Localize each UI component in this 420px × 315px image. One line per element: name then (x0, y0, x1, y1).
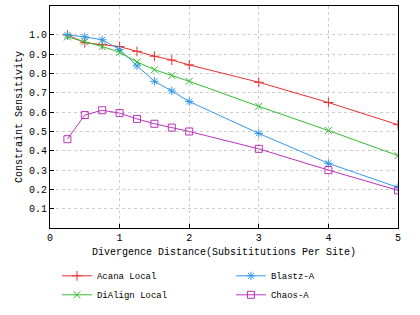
svg-text:Acana Local: Acana Local (97, 272, 156, 282)
svg-text:0: 0 (47, 233, 53, 244)
svg-text:0.5: 0.5 (29, 127, 47, 138)
svg-text:Blastz-A: Blastz-A (271, 272, 315, 282)
svg-text:0.8: 0.8 (29, 69, 47, 80)
svg-text:1.0: 1.0 (29, 30, 47, 41)
svg-text:0.6: 0.6 (29, 108, 47, 119)
svg-text:DiAlign Local: DiAlign Local (97, 291, 167, 301)
svg-text:0.7: 0.7 (29, 88, 47, 99)
svg-text:0.4: 0.4 (29, 146, 47, 157)
svg-text:5: 5 (395, 233, 401, 244)
svg-text:0.3: 0.3 (29, 166, 47, 177)
svg-text:Divergence Distance(Subsititut: Divergence Distance(Subsititutions Per S… (92, 247, 356, 258)
svg-text:0.1: 0.1 (29, 204, 47, 215)
svg-text:0.9: 0.9 (29, 50, 47, 61)
svg-text:Chaos-A: Chaos-A (271, 291, 309, 301)
svg-text:Constraint Sensitivity: Constraint Sensitivity (14, 51, 25, 183)
svg-text:2: 2 (186, 233, 192, 244)
svg-text:0.2: 0.2 (29, 185, 47, 196)
svg-text:1: 1 (117, 233, 123, 244)
svg-text:4: 4 (325, 233, 331, 244)
svg-text:3: 3 (256, 233, 262, 244)
